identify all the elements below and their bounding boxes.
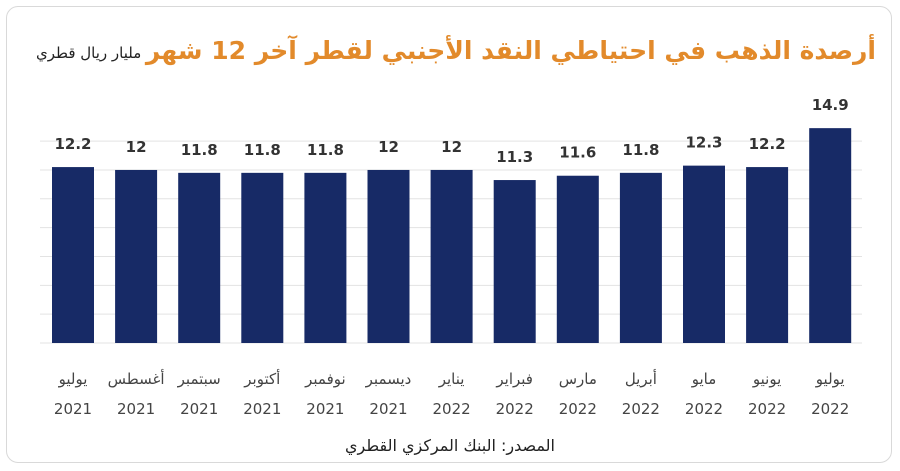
bar bbox=[493, 180, 536, 343]
x-tick-month-label: أغسطس bbox=[108, 369, 165, 388]
bar bbox=[430, 169, 473, 343]
bar bbox=[683, 165, 725, 343]
chart-title: أرصدة الذهب في احتياطي النقد الأجنبي لقط… bbox=[145, 36, 876, 65]
bar bbox=[746, 167, 789, 343]
bar bbox=[367, 169, 410, 343]
x-tick-year-label: 2022 bbox=[811, 400, 849, 418]
bar-value-label: 11.6 bbox=[559, 144, 596, 162]
x-tick-month-label: ديسمبر bbox=[365, 370, 412, 388]
x-tick-month-label: يوليو bbox=[815, 370, 845, 388]
bar bbox=[304, 172, 347, 343]
x-tick-month-label: مايو bbox=[691, 370, 717, 388]
x-tick-year-label: 2021 bbox=[306, 400, 344, 418]
bar-value-label: 11.8 bbox=[307, 141, 344, 159]
x-tick-year-label: 2022 bbox=[433, 400, 471, 418]
x-tick-month-label: يونيو bbox=[752, 370, 781, 388]
bar-value-label: 12 bbox=[378, 138, 399, 156]
unit-label: مليار ريال قطري bbox=[36, 44, 142, 62]
x-tick-year-label: 2021 bbox=[369, 400, 407, 418]
bar bbox=[556, 175, 599, 343]
bar-value-label: 12.2 bbox=[749, 135, 786, 153]
x-tick-month-label: يناير bbox=[438, 370, 465, 388]
bar-value-label: 12 bbox=[441, 138, 462, 156]
bar-value-label: 11.8 bbox=[622, 141, 659, 159]
x-tick-year-label: 2021 bbox=[243, 400, 281, 418]
bar bbox=[241, 172, 284, 343]
x-tick-month-label: يوليو bbox=[58, 370, 88, 388]
x-tick-month-label: أبريل bbox=[625, 369, 657, 388]
bar bbox=[115, 169, 158, 343]
bar-value-label: 11.8 bbox=[244, 141, 281, 159]
bar-value-label: 11.8 bbox=[181, 141, 218, 159]
bar-value-label: 14.9 bbox=[812, 96, 849, 114]
x-tick-year-label: 2022 bbox=[622, 400, 660, 418]
x-tick-year-label: 2021 bbox=[180, 400, 218, 418]
x-tick-year-label: 2022 bbox=[748, 400, 786, 418]
bar-value-label: 12.3 bbox=[685, 134, 722, 152]
bar bbox=[178, 172, 221, 343]
bar-value-label: 12.2 bbox=[54, 135, 91, 153]
x-tick-month-label: أكتوبر bbox=[243, 369, 280, 388]
x-tick-year-label: 2021 bbox=[117, 400, 155, 418]
x-tick-year-label: 2021 bbox=[54, 400, 92, 418]
bar bbox=[52, 167, 94, 343]
x-tick-month-label: نوفمبر bbox=[304, 370, 346, 388]
x-tick-year-label: 2022 bbox=[559, 400, 597, 418]
bar-value-label: 12 bbox=[126, 138, 147, 156]
x-tick-month-label: سبتمبر bbox=[177, 370, 221, 388]
bar-value-label: 11.3 bbox=[496, 148, 533, 166]
x-tick-year-label: 2022 bbox=[685, 400, 723, 418]
bar bbox=[619, 172, 662, 343]
source-note: المصدر: البنك المركزي القطري bbox=[345, 436, 555, 455]
x-tick-year-label: 2022 bbox=[496, 400, 534, 418]
x-tick-month-label: فبراير bbox=[495, 370, 533, 388]
x-tick-month-label: مارس bbox=[559, 370, 597, 388]
bar bbox=[809, 128, 852, 343]
